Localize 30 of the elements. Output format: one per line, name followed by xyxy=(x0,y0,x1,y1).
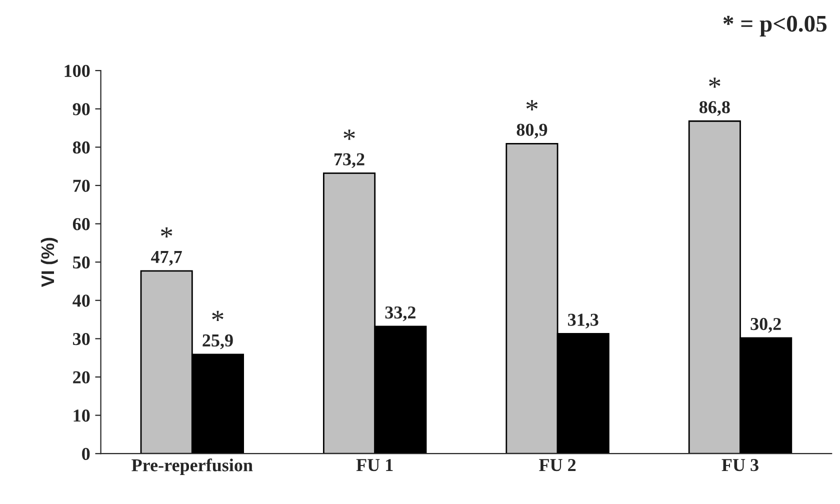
data-label: 30,2 xyxy=(750,318,781,333)
y-tick-label: 10 xyxy=(74,410,90,422)
data-label: 47,7 xyxy=(151,250,182,266)
data-label: 31,3 xyxy=(568,314,598,328)
y-tick-label: 50 xyxy=(73,256,90,269)
annotation: * xyxy=(160,227,172,238)
y-tick-label: 90 xyxy=(72,103,90,116)
data-label: 73,2 xyxy=(334,153,364,168)
y-tick-label: 70 xyxy=(73,180,90,192)
y-tick-label: 20 xyxy=(73,371,90,384)
y-tick-label: 80 xyxy=(72,141,90,154)
y-tick-label: 40 xyxy=(72,294,90,307)
y-tick-label: 100 xyxy=(64,64,90,77)
annotation: * xyxy=(709,78,720,88)
data-label: 80,9 xyxy=(516,124,548,139)
annotation: * xyxy=(526,100,538,110)
x-tick-label: Pre-reperfusion xyxy=(132,458,253,476)
x-tick-label: FU 3 xyxy=(722,459,758,472)
data-label: 33,2 xyxy=(385,306,416,322)
y-axis-title: VI (%) xyxy=(40,238,58,288)
y-tick-label: 0 xyxy=(82,448,90,460)
x-tick-label: FU 1 xyxy=(356,459,393,472)
annotation: * xyxy=(212,310,224,322)
annotation: * xyxy=(344,130,355,140)
data-label: 86,8 xyxy=(699,101,730,116)
y-tick-label: 60 xyxy=(72,218,90,230)
text: * = p<0.05 xyxy=(723,16,827,37)
y-tick-label: 30 xyxy=(73,332,90,346)
data-label: 25,9 xyxy=(202,334,233,350)
x-tick-label: FU 2 xyxy=(539,459,576,472)
